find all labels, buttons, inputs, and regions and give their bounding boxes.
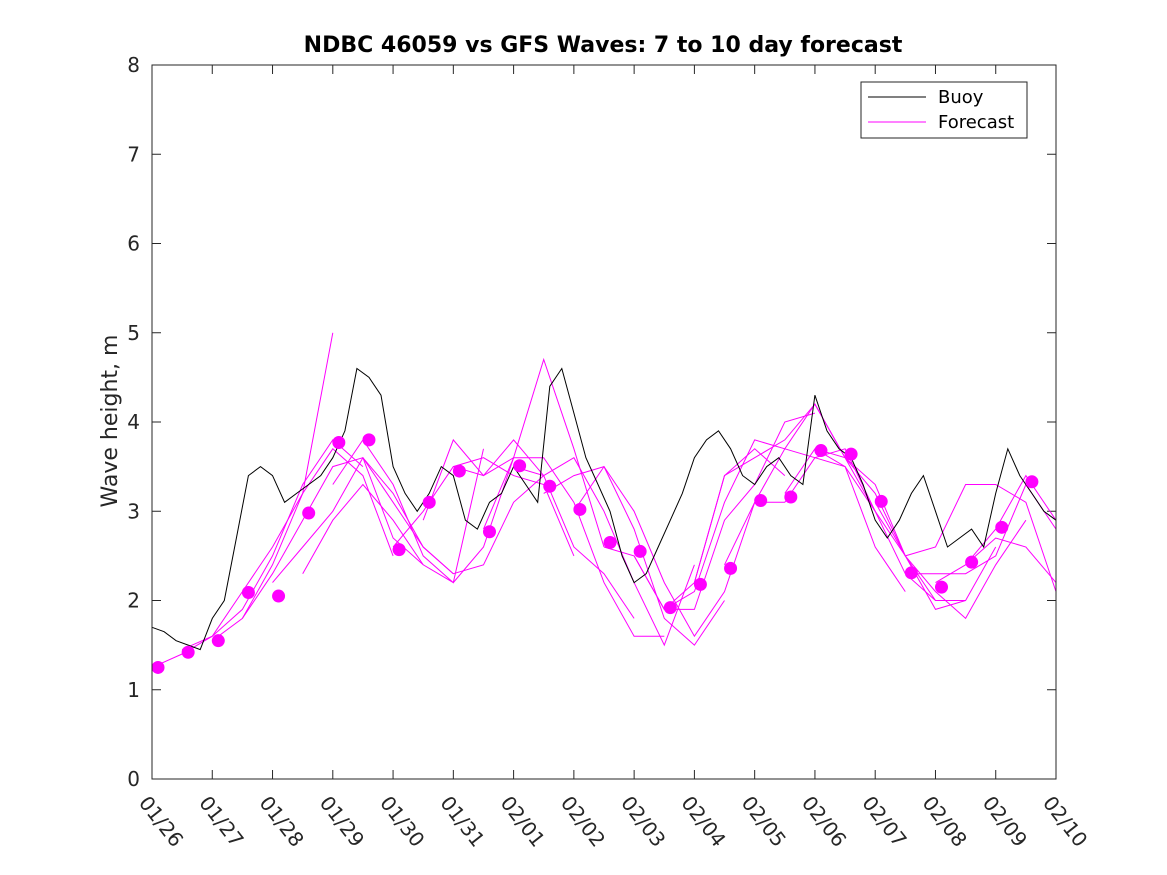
- forecast-run-line: [483, 457, 665, 637]
- forecast-marker: [724, 561, 738, 575]
- forecast-marker: [874, 494, 888, 508]
- forecast-marker: [422, 495, 436, 509]
- legend-label-forecast: Forecast: [938, 112, 1014, 133]
- forecast-marker: [513, 459, 527, 473]
- y-tick-label: 4: [127, 410, 140, 434]
- forecast-marker: [693, 577, 707, 591]
- forecast-marker: [573, 502, 587, 516]
- forecast-run-line: [362, 457, 545, 575]
- legend-box: [860, 81, 1028, 139]
- y-tick-label: 0: [127, 767, 140, 791]
- y-tick-label: 7: [127, 142, 140, 166]
- forecast-run-line: [965, 474, 1057, 566]
- forecast-marker: [272, 589, 286, 603]
- forecast-run-line: [181, 439, 364, 651]
- forecast-marker: [844, 447, 858, 461]
- forecast-marker: [482, 525, 496, 539]
- forecast-marker: [784, 490, 798, 504]
- forecast-marker: [181, 645, 195, 659]
- forecast-run-line: [241, 457, 424, 619]
- forecast-marker: [995, 520, 1009, 534]
- forecast-run-line: [513, 457, 695, 647]
- forecast-marker: [302, 506, 316, 520]
- forecast-run-line: [874, 484, 1057, 592]
- legend-label-buoy: Buoy: [938, 87, 984, 108]
- y-axis-label: Wave height, m: [98, 335, 123, 508]
- forecast-marker: [603, 535, 617, 549]
- forecast-marker: [814, 444, 828, 458]
- forecast-run-line: [573, 465, 756, 638]
- forecast-marker: [332, 436, 346, 450]
- forecast-marker: [151, 660, 165, 674]
- forecast-marker: [663, 601, 677, 615]
- forecast-marker: [934, 580, 948, 594]
- forecast-marker: [211, 634, 225, 648]
- buoy-line: [151, 367, 1057, 651]
- y-tick-label: 3: [127, 499, 140, 523]
- y-tick-label: 6: [127, 232, 140, 256]
- forecast-marker: [241, 585, 255, 599]
- chart-title: NDBC 46059 vs GFS Waves: 7 to 10 day for…: [304, 33, 903, 58]
- forecast-marker: [1025, 475, 1039, 489]
- forecast-marker: [754, 494, 768, 508]
- plot-frame: [151, 64, 1057, 780]
- forecast-run-line: [935, 537, 1057, 584]
- forecast-marker: [965, 555, 979, 569]
- legend: Buoy Forecast: [860, 81, 1028, 139]
- y-tick-label: 2: [127, 589, 140, 613]
- forecast-marker: [362, 433, 376, 447]
- forecast-marker: [904, 566, 918, 580]
- forecast-marker: [452, 464, 466, 478]
- forecast-marker: [543, 479, 557, 493]
- y-tick-label: 8: [127, 53, 140, 77]
- forecast-run-line: [543, 465, 725, 646]
- y-tick-label: 1: [127, 678, 140, 702]
- forecast-marker: [633, 544, 647, 558]
- y-tick-label: 5: [127, 321, 140, 345]
- forecast-marker: [392, 543, 406, 557]
- forecast-run-line: [844, 457, 1027, 620]
